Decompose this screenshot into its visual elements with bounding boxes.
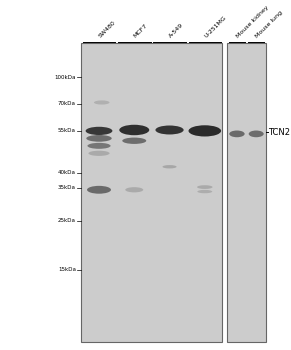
Ellipse shape (122, 138, 146, 144)
Text: 15kDa: 15kDa (58, 267, 76, 272)
Ellipse shape (119, 125, 149, 135)
Ellipse shape (87, 143, 111, 149)
Text: 35kDa: 35kDa (58, 185, 76, 190)
Ellipse shape (197, 190, 212, 193)
Ellipse shape (94, 100, 109, 105)
Text: 55kDa: 55kDa (58, 128, 76, 133)
Ellipse shape (229, 131, 245, 137)
Ellipse shape (197, 185, 212, 189)
Text: SW480: SW480 (98, 20, 117, 39)
Ellipse shape (88, 151, 110, 156)
Text: 40kDa: 40kDa (58, 170, 76, 175)
Text: Mouse lung: Mouse lung (255, 9, 284, 39)
Ellipse shape (87, 186, 111, 194)
Bar (81, 43, 222, 342)
Ellipse shape (189, 125, 221, 136)
Text: 100kDa: 100kDa (54, 75, 76, 79)
Bar (227, 43, 266, 342)
Ellipse shape (162, 165, 177, 168)
Text: MCF7: MCF7 (133, 23, 149, 39)
Text: TCN2: TCN2 (269, 128, 290, 137)
Text: 25kDa: 25kDa (58, 218, 76, 223)
Text: U-251MG: U-251MG (203, 15, 227, 39)
Text: A-549: A-549 (168, 22, 184, 39)
Text: Mouse kidney: Mouse kidney (236, 5, 270, 39)
Ellipse shape (86, 127, 112, 135)
Text: 70kDa: 70kDa (58, 102, 76, 106)
Ellipse shape (249, 131, 264, 137)
Ellipse shape (155, 126, 184, 134)
Ellipse shape (86, 135, 112, 142)
Ellipse shape (125, 187, 143, 192)
